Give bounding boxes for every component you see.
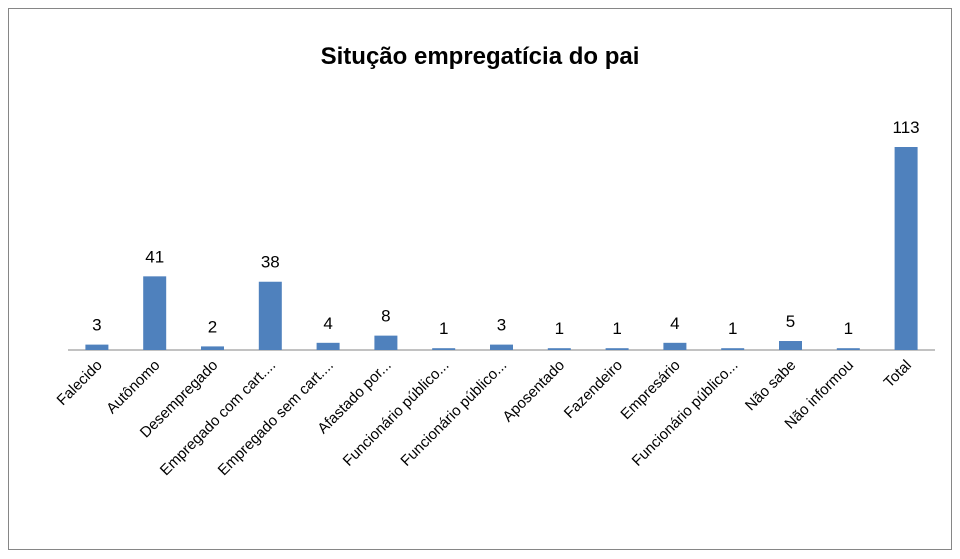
- value-label: 4: [670, 314, 679, 333]
- bar: [663, 342, 687, 350]
- bar: [547, 348, 571, 350]
- value-label: 1: [728, 319, 737, 338]
- value-label: 1: [844, 319, 853, 338]
- bar: [721, 348, 745, 350]
- value-label: 41: [145, 247, 164, 266]
- bar: [85, 344, 109, 350]
- bar: [143, 276, 167, 350]
- bar: [490, 344, 513, 350]
- value-label: 113: [893, 118, 920, 137]
- bar: [779, 341, 802, 350]
- chart-title: Situção empregatícia do pai: [321, 43, 640, 70]
- value-label: 8: [381, 307, 390, 326]
- value-label: 2: [208, 317, 217, 336]
- value-label: 1: [555, 319, 564, 338]
- value-label: 38: [261, 253, 280, 272]
- bar: [374, 335, 398, 350]
- value-label: 4: [323, 314, 332, 333]
- bar: [258, 281, 282, 350]
- value-label: 5: [786, 312, 795, 331]
- bar: [432, 348, 456, 350]
- value-label: 3: [92, 316, 101, 335]
- bar: [201, 346, 224, 350]
- value-label: 3: [497, 316, 506, 335]
- bar: [316, 342, 340, 350]
- bar: [894, 147, 918, 350]
- value-label: 1: [439, 319, 448, 338]
- value-label: 1: [612, 319, 621, 338]
- bar: [605, 348, 629, 350]
- bar: [836, 348, 860, 350]
